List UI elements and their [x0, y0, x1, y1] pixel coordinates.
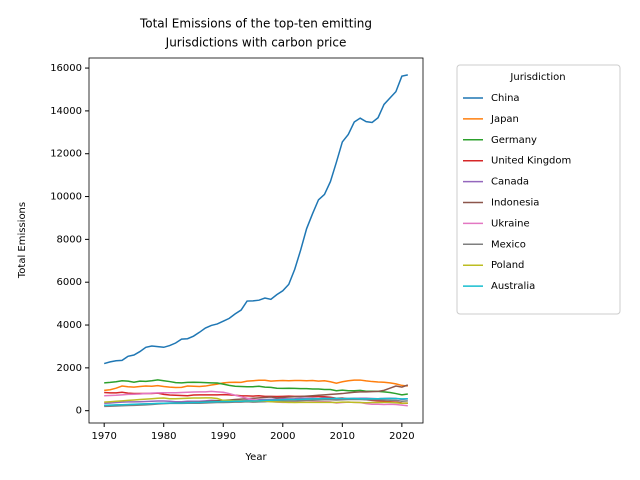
y-tick-label: 10000 — [50, 192, 82, 203]
x-axis-label: Year — [244, 452, 267, 463]
x-tick-label: 1980 — [151, 431, 176, 442]
line-series — [104, 397, 408, 407]
line-series — [104, 379, 408, 396]
legend-box — [456, 64, 621, 315]
legend-label: Germany — [491, 135, 537, 146]
y-tick-label: 4000 — [57, 320, 82, 331]
x-tick-label: 2010 — [330, 431, 355, 442]
y-tick-label: 12000 — [50, 149, 82, 160]
legend-label: Indonesia — [491, 198, 539, 209]
x-tick-label: 1990 — [211, 431, 236, 442]
line-series — [103, 74, 408, 365]
y-tick-label: 16000 — [50, 63, 82, 74]
y-tick-label: 6000 — [57, 277, 82, 288]
x-tick-label: 2020 — [389, 431, 414, 442]
line-series — [104, 379, 408, 392]
legend-label: China — [491, 93, 520, 104]
y-tick-label: 8000 — [57, 234, 82, 245]
y-tick-label: 0 — [76, 406, 82, 417]
legend-label: Mexico — [491, 239, 526, 250]
y-tick-label: 14000 — [50, 106, 82, 117]
legend-title: Jurisdiction — [509, 72, 565, 83]
legend-label: United Kingdom — [491, 156, 571, 167]
x-tick-label: 2000 — [270, 431, 295, 442]
chart-title: Total Emissions of the top-ten emitting — [139, 17, 372, 31]
legend-label: Canada — [491, 177, 529, 188]
legend-label: Poland — [491, 260, 524, 271]
plot-frame — [88, 57, 424, 424]
y-axis-label: Total Emissions — [17, 202, 28, 279]
chart-title: Jurisdictions with carbon price — [165, 36, 347, 50]
y-tick-label: 2000 — [57, 363, 82, 374]
x-tick-label: 1970 — [91, 431, 116, 442]
legend-label: Ukraine — [491, 218, 530, 229]
legend-label: Australia — [491, 281, 535, 292]
legend-label: Japan — [490, 114, 519, 125]
